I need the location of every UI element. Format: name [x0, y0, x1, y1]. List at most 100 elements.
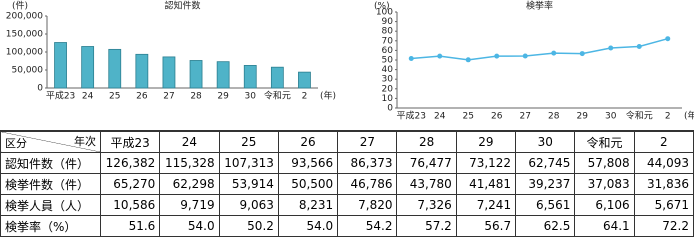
cell: 43,780 [396, 173, 457, 195]
cell: 73,122 [455, 152, 517, 174]
x-tick-label: 27 [163, 92, 174, 102]
bar [81, 46, 95, 89]
bar [135, 53, 149, 89]
cell: 93,566 [277, 152, 339, 174]
y-tick-label: 100,000 [6, 48, 43, 58]
cell: 9,063 [218, 194, 279, 216]
cell: 57.2 [396, 215, 457, 237]
cell: 62,745 [515, 152, 576, 174]
x-tick-label: 平成23 [46, 90, 75, 102]
cell: 37,083 [574, 173, 635, 195]
x-tick-label: 30 [605, 112, 617, 122]
marker [665, 36, 671, 42]
x-tick-label: 25 [109, 92, 120, 102]
x-unit: (年) [684, 110, 694, 122]
column-header: 26 [277, 130, 339, 153]
x-tick-label: 令和元 [626, 110, 653, 122]
bar [108, 48, 122, 89]
column-header: 30 [515, 130, 576, 153]
cell: 107,313 [218, 152, 279, 174]
cell: 62.5 [515, 215, 576, 237]
y-tick-label: 40 [382, 65, 394, 75]
cell: 6,106 [574, 194, 635, 216]
bar [54, 42, 67, 89]
x-unit: (年) [320, 90, 336, 102]
cell: 10,586 [99, 194, 161, 216]
y-tick-label: 30 [382, 75, 394, 85]
cell: 126,382 [99, 152, 161, 174]
corner-cell: 区分 年次 [0, 130, 101, 153]
cell: 62,298 [159, 173, 220, 195]
x-tick-label: 29 [577, 112, 589, 122]
y-tick-label: 10 [382, 94, 394, 104]
column-header: 平成23 [99, 130, 161, 153]
cell: 51.6 [99, 215, 161, 237]
column-header: 28 [396, 130, 457, 153]
marker [465, 57, 471, 63]
cell: 9,719 [159, 194, 220, 216]
cell: 31,836 [633, 173, 694, 195]
y-tick-label: 60 [382, 46, 394, 56]
x-tick-label: 2 [302, 92, 308, 102]
column-header: 24 [159, 130, 220, 153]
cell: 64.1 [574, 215, 635, 237]
corner-label: 年次 [74, 135, 96, 148]
charts: 認知件数 (件) 0 50,000 100,000 150,000 200,000 平成23 2… [6, 0, 694, 122]
y-tick-label: 200,000 [6, 12, 43, 22]
cell: 41,481 [455, 173, 517, 195]
bar [216, 61, 230, 89]
cell: 54.0 [277, 215, 339, 237]
cell: 6,561 [515, 194, 576, 216]
y-tick-label: 80 [382, 27, 394, 37]
bar [189, 60, 203, 89]
cell: 50.2 [218, 215, 279, 237]
x-tick-label: 29 [217, 92, 229, 102]
marker [494, 53, 500, 59]
marker [437, 53, 443, 59]
cell: 53,914 [218, 173, 279, 195]
y-unit: (%) [374, 2, 390, 12]
y-tick-label: 150,000 [6, 30, 43, 40]
x-tick-label: 26 [136, 92, 148, 102]
row-header: 検挙率（%） [0, 215, 101, 237]
bar [270, 66, 284, 89]
marker [408, 55, 414, 61]
x-tick-label: 2 [665, 112, 671, 122]
y-unit: (件) [12, 0, 28, 12]
cell: 54.2 [337, 215, 398, 237]
cell: 57,808 [574, 152, 635, 174]
marker [551, 50, 557, 56]
line [411, 37, 668, 61]
bar [162, 56, 176, 89]
x-tick-label: 28 [190, 92, 202, 102]
x-tick-label: 28 [548, 112, 560, 122]
bar [243, 65, 257, 89]
cell: 8,231 [277, 194, 339, 216]
cell: 5,671 [633, 194, 694, 216]
cell: 7,241 [455, 194, 517, 216]
cell: 54.0 [159, 215, 220, 237]
y-tick-label: 50 [382, 56, 394, 66]
chart-title: 認知件数 [164, 0, 200, 12]
x-tick-label: 24 [434, 112, 446, 122]
y-tick-label: 100 [376, 8, 393, 18]
cell: 65,270 [99, 173, 161, 195]
x-tick-label: 令和元 [264, 90, 291, 102]
y-tick-label: 70 [382, 36, 394, 46]
y-tick-label: 0 [387, 104, 393, 114]
cell: 50,500 [277, 173, 339, 195]
cell: 86,373 [337, 152, 398, 174]
marker [522, 53, 528, 59]
y-tick-label: 50,000 [12, 66, 44, 76]
cell: 7,326 [396, 194, 457, 216]
x-tick-label: 平成23 [397, 110, 426, 122]
x-tick-label: 27 [520, 112, 531, 122]
cell: 76,477 [396, 152, 457, 174]
bar [298, 71, 311, 89]
column-header: 27 [337, 130, 398, 153]
cell: 56.7 [455, 215, 517, 237]
column-header: 令和元 [574, 130, 635, 153]
chart-title: 検挙率 [526, 0, 553, 12]
cell: 46,786 [337, 173, 398, 195]
